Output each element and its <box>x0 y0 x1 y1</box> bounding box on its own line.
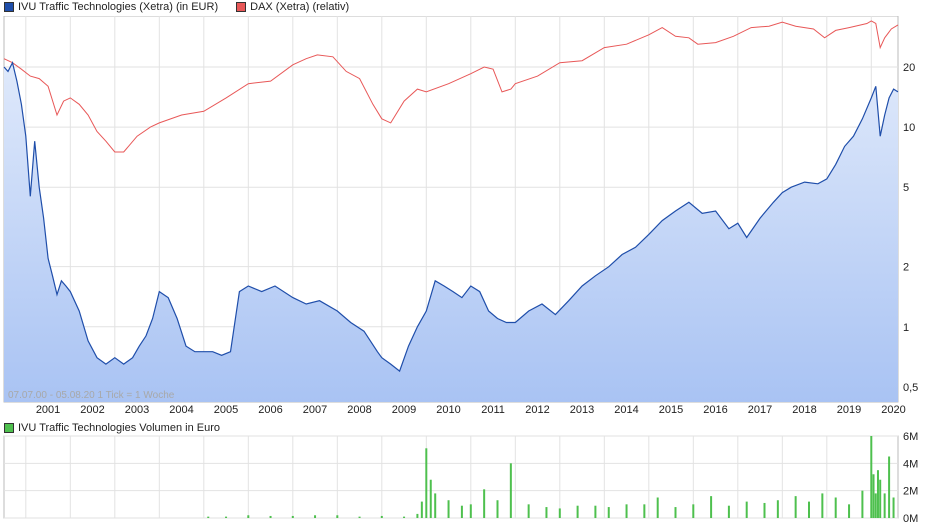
volume-bar <box>874 493 877 518</box>
x-tick-label: 2009 <box>392 404 416 414</box>
x-tick-label: 2013 <box>570 404 594 414</box>
volume-bar <box>509 463 512 518</box>
volume-bar <box>692 504 695 518</box>
y-tick-label: 2 <box>903 262 909 274</box>
volume-bar <box>745 501 748 518</box>
x-tick-label: 2006 <box>258 404 282 414</box>
y-tick-label: 5 <box>903 182 909 194</box>
volume-bar <box>643 504 646 518</box>
x-tick-label: 2003 <box>125 404 149 414</box>
volume-bar <box>808 501 811 518</box>
volume-bar <box>225 516 228 518</box>
volume-bar <box>834 497 837 518</box>
volume-bar <box>420 501 423 518</box>
volume-bar <box>291 515 294 518</box>
vol-y-tick-label: 2M <box>903 486 918 498</box>
legend-item-ivu: IVU Traffic Technologies (Xetra) (in EUR… <box>4 1 218 13</box>
volume-bar <box>872 474 875 518</box>
x-tick-label: 2008 <box>347 404 371 414</box>
volume-legend: IVU Traffic Technologies Volumen in Euro <box>4 421 238 435</box>
legend-label-ivu: IVU Traffic Technologies (Xetra) (in EUR… <box>18 1 219 13</box>
x-tick-label: 2018 <box>792 404 816 414</box>
x-tick-label: 2010 <box>436 404 460 414</box>
x-tick-label: 2004 <box>169 404 193 414</box>
volume-bar <box>429 479 432 518</box>
y-tick-label: 1 <box>903 322 909 334</box>
volume-bar <box>776 500 779 518</box>
volume-bar <box>247 515 250 518</box>
volume-bar <box>336 515 339 518</box>
volume-bar <box>594 505 597 518</box>
volume-bar <box>496 500 499 518</box>
vol-y-tick-label: 0M <box>903 513 918 522</box>
legend-swatch-dax <box>236 2 247 12</box>
x-tick-label: 2020 <box>881 404 905 414</box>
volume-bar <box>425 448 428 518</box>
volume-bar <box>883 493 886 518</box>
volume-bar <box>269 515 272 518</box>
y-tick-label: 10 <box>903 122 915 134</box>
volume-bar <box>861 490 864 518</box>
price-legend: IVU Traffic Technologies (Xetra) (in EUR… <box>4 0 367 14</box>
volume-bar <box>763 502 766 518</box>
volume-bar <box>870 436 873 518</box>
volume-bar <box>527 504 530 518</box>
volume-bar <box>545 507 548 518</box>
ivu-line <box>3 60 899 373</box>
volume-chart: 0M 2M 4M 6M <box>3 431 918 522</box>
legend-item-volume: IVU Traffic Technologies Volumen in Euro <box>4 422 220 434</box>
vol-y-tick-label: 6M <box>903 431 918 443</box>
volume-bar <box>727 505 730 518</box>
legend-label-dax: DAX (Xetra) (relativ) <box>250 1 350 13</box>
volume-bar <box>821 493 824 518</box>
volume-bar <box>403 516 406 518</box>
volume-bar <box>469 504 472 518</box>
volume-plot-area <box>3 435 899 519</box>
volume-bar <box>710 496 713 518</box>
legend-swatch-ivu <box>4 2 14 12</box>
x-tick-label: 2001 <box>36 404 60 414</box>
volume-bar <box>888 456 891 518</box>
volume-bar <box>358 516 361 518</box>
x-tick-label: 2015 <box>659 404 683 414</box>
period-note: 07.07.00 - 05.08.20 1 Tick = 1 Woche <box>8 390 175 401</box>
x-tick-label: 2007 <box>303 404 327 414</box>
volume-bar <box>607 507 610 518</box>
volume-bar <box>434 493 437 518</box>
ivu-area-fill <box>4 62 898 402</box>
y-tick-label: 20 <box>903 62 915 74</box>
x-tick-label: 2012 <box>525 404 549 414</box>
volume-bar <box>483 489 486 518</box>
volume-bar <box>656 497 659 518</box>
vol-y-tick-label: 4M <box>903 458 918 470</box>
volume-bar <box>207 516 210 518</box>
volume-bar <box>447 500 450 518</box>
x-tick-label: 2019 <box>837 404 861 414</box>
x-tick-label: 2005 <box>214 404 238 414</box>
dax-line <box>3 20 899 153</box>
volume-bar <box>558 508 561 518</box>
volume-bar <box>625 504 628 518</box>
x-tick-label: 2017 <box>748 404 772 414</box>
volume-bar <box>876 470 879 518</box>
legend-label-volume: IVU Traffic Technologies Volumen in Euro <box>18 422 220 434</box>
volume-bar <box>380 515 383 518</box>
volume-bar <box>416 513 419 518</box>
legend-item-dax: DAX (Xetra) (relativ) <box>236 1 349 13</box>
volume-bar <box>848 504 851 518</box>
x-tick-label: 2011 <box>481 404 505 414</box>
x-tick-label: 2002 <box>80 404 104 414</box>
price-chart: 0,5 1 2 5 10 20 2001 2002 2003 2004 2005 2006 2007 2… <box>3 16 918 414</box>
volume-bar <box>576 505 579 518</box>
x-tick-label: 2014 <box>614 404 638 414</box>
volume-bar <box>892 497 895 518</box>
legend-swatch-volume <box>4 423 14 433</box>
volume-bar <box>794 496 797 518</box>
y-tick-label: 0,5 <box>903 382 918 394</box>
volume-bar <box>314 515 317 518</box>
volume-bar <box>460 505 463 518</box>
volume-bar <box>879 479 882 518</box>
volume-bar <box>674 507 677 518</box>
x-tick-label: 2016 <box>703 404 727 414</box>
